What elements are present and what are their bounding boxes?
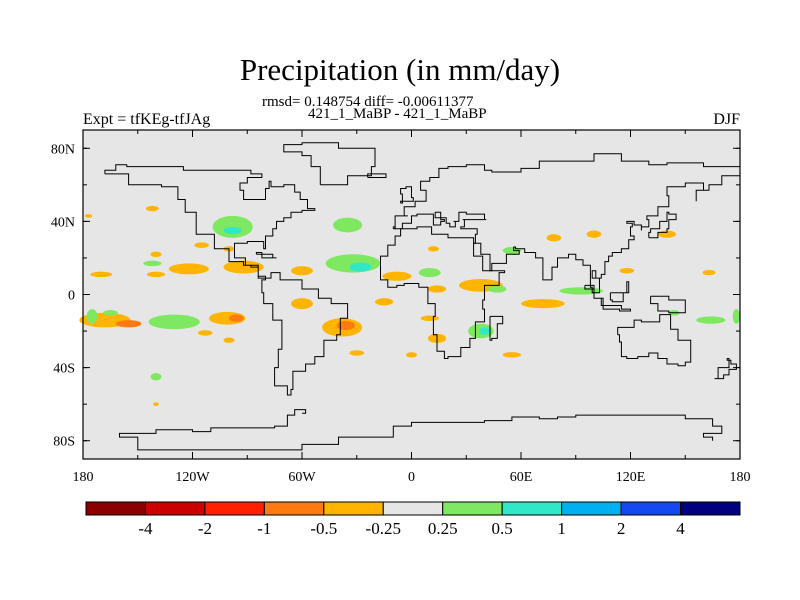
chart-experiment-pair: 421_1_MaBP - 421_1_MaBP xyxy=(308,106,487,122)
colorbar-swatch xyxy=(442,501,503,516)
coastline xyxy=(283,142,376,186)
anomaly-region xyxy=(546,234,562,242)
anomaly-region xyxy=(418,267,441,278)
colorbar-swatch xyxy=(561,501,622,516)
anomaly-region xyxy=(168,263,209,275)
chart-experiment-label: Expt = tfKEg-tfJAg xyxy=(83,111,211,128)
anomaly-region xyxy=(223,337,235,343)
chart-season-label: DJF xyxy=(713,111,740,128)
coastline xyxy=(617,314,692,367)
x-tick-label: 120W xyxy=(175,470,210,485)
colorbar-label: -0.25 xyxy=(366,519,401,538)
anomaly-region xyxy=(223,260,264,274)
colorbar-label: 0.25 xyxy=(428,519,458,538)
y-tick-label: 80N xyxy=(51,142,75,157)
x-tick-label: 60E xyxy=(510,470,533,485)
colorbar-swatch xyxy=(85,501,146,516)
x-tick-label: 60W xyxy=(288,470,316,485)
anomaly-region xyxy=(194,242,209,248)
anomaly-region xyxy=(197,330,213,336)
coastline xyxy=(489,315,504,341)
anomaly-region xyxy=(349,350,365,356)
anomaly-region xyxy=(502,352,521,358)
anomaly-region xyxy=(702,269,716,276)
y-tick-label: 80S xyxy=(53,435,75,450)
anomaly-region xyxy=(153,402,159,406)
anomaly-region xyxy=(479,327,490,335)
anomaly-region xyxy=(146,271,166,278)
coastline xyxy=(380,226,506,359)
colorbar-swatch xyxy=(263,501,325,516)
coastline xyxy=(367,173,387,178)
y-tick-label: 40S xyxy=(53,362,75,377)
anomaly-region xyxy=(229,314,244,322)
coastline xyxy=(650,295,686,314)
y-tick-label: 40N xyxy=(51,215,75,230)
chart-title: Precipitation (in mm/day) xyxy=(239,52,561,87)
anomaly-region xyxy=(150,251,162,258)
coastline xyxy=(602,305,631,312)
colorbar-swatch xyxy=(144,501,206,516)
colorbar-swatch xyxy=(680,501,741,516)
x-tick-label: 180 xyxy=(73,470,94,485)
colorbar-label: -4 xyxy=(138,519,153,538)
colorbar-swatch xyxy=(204,501,265,516)
colorbar-swatch xyxy=(501,501,563,516)
coastline xyxy=(104,164,349,396)
coastline xyxy=(392,175,740,294)
colorbar-label: -2 xyxy=(198,519,212,538)
anomaly-region xyxy=(115,320,142,328)
chart-subtitle-stats: rmsd= 0.148754 diff= -0.00611377 xyxy=(262,94,474,110)
anomaly-region xyxy=(90,271,113,278)
anomaly-region xyxy=(732,309,740,324)
anomaly-region xyxy=(148,314,200,330)
colorbar-label: -0.5 xyxy=(310,519,337,538)
anomaly-region xyxy=(521,299,565,309)
anomaly-region xyxy=(586,230,602,238)
coastline xyxy=(648,211,677,239)
anomaly-region xyxy=(382,271,412,281)
x-tick-label: 0 xyxy=(408,470,415,485)
anomaly-region xyxy=(291,298,313,310)
anomaly-region xyxy=(291,266,313,276)
colorbar-label: -1 xyxy=(257,519,271,538)
colorbar-label: 0.5 xyxy=(492,519,513,538)
colorbar-swatch xyxy=(382,501,444,516)
anomaly-region xyxy=(145,205,159,212)
x-tick-label: 120E xyxy=(616,470,646,485)
colorbar-swatch xyxy=(323,501,384,516)
anomaly-region xyxy=(427,285,447,293)
anomaly-region xyxy=(84,214,93,218)
anomaly-region xyxy=(349,262,372,272)
colorbar-label: 2 xyxy=(617,519,626,538)
anomaly-region xyxy=(427,246,439,252)
colorbar-swatch xyxy=(620,501,682,516)
anomaly-region xyxy=(488,285,507,293)
coastline xyxy=(119,409,723,451)
anomaly-region xyxy=(143,260,162,267)
anomaly-region xyxy=(375,298,394,306)
anomaly-region xyxy=(223,226,242,235)
anomaly-region xyxy=(86,309,98,324)
x-tick-label: 180 xyxy=(730,470,751,485)
anomaly-region xyxy=(619,267,635,274)
anomaly-region xyxy=(150,373,162,381)
colorbar-label: 4 xyxy=(676,519,685,538)
coastline xyxy=(400,186,414,204)
anomaly-region xyxy=(696,316,726,324)
anomaly-region xyxy=(420,315,439,322)
coastline xyxy=(609,281,630,303)
anomaly-region xyxy=(406,352,417,358)
anomaly-region xyxy=(103,310,118,316)
map-background xyxy=(83,130,740,459)
y-tick-label: 0 xyxy=(68,289,75,304)
coastline xyxy=(584,284,604,306)
anomaly-region xyxy=(336,321,355,331)
coastline xyxy=(714,358,737,380)
anomaly-region xyxy=(333,217,363,233)
coastline xyxy=(255,252,277,259)
colorbar-label: 1 xyxy=(557,519,566,538)
coastline xyxy=(393,153,740,230)
